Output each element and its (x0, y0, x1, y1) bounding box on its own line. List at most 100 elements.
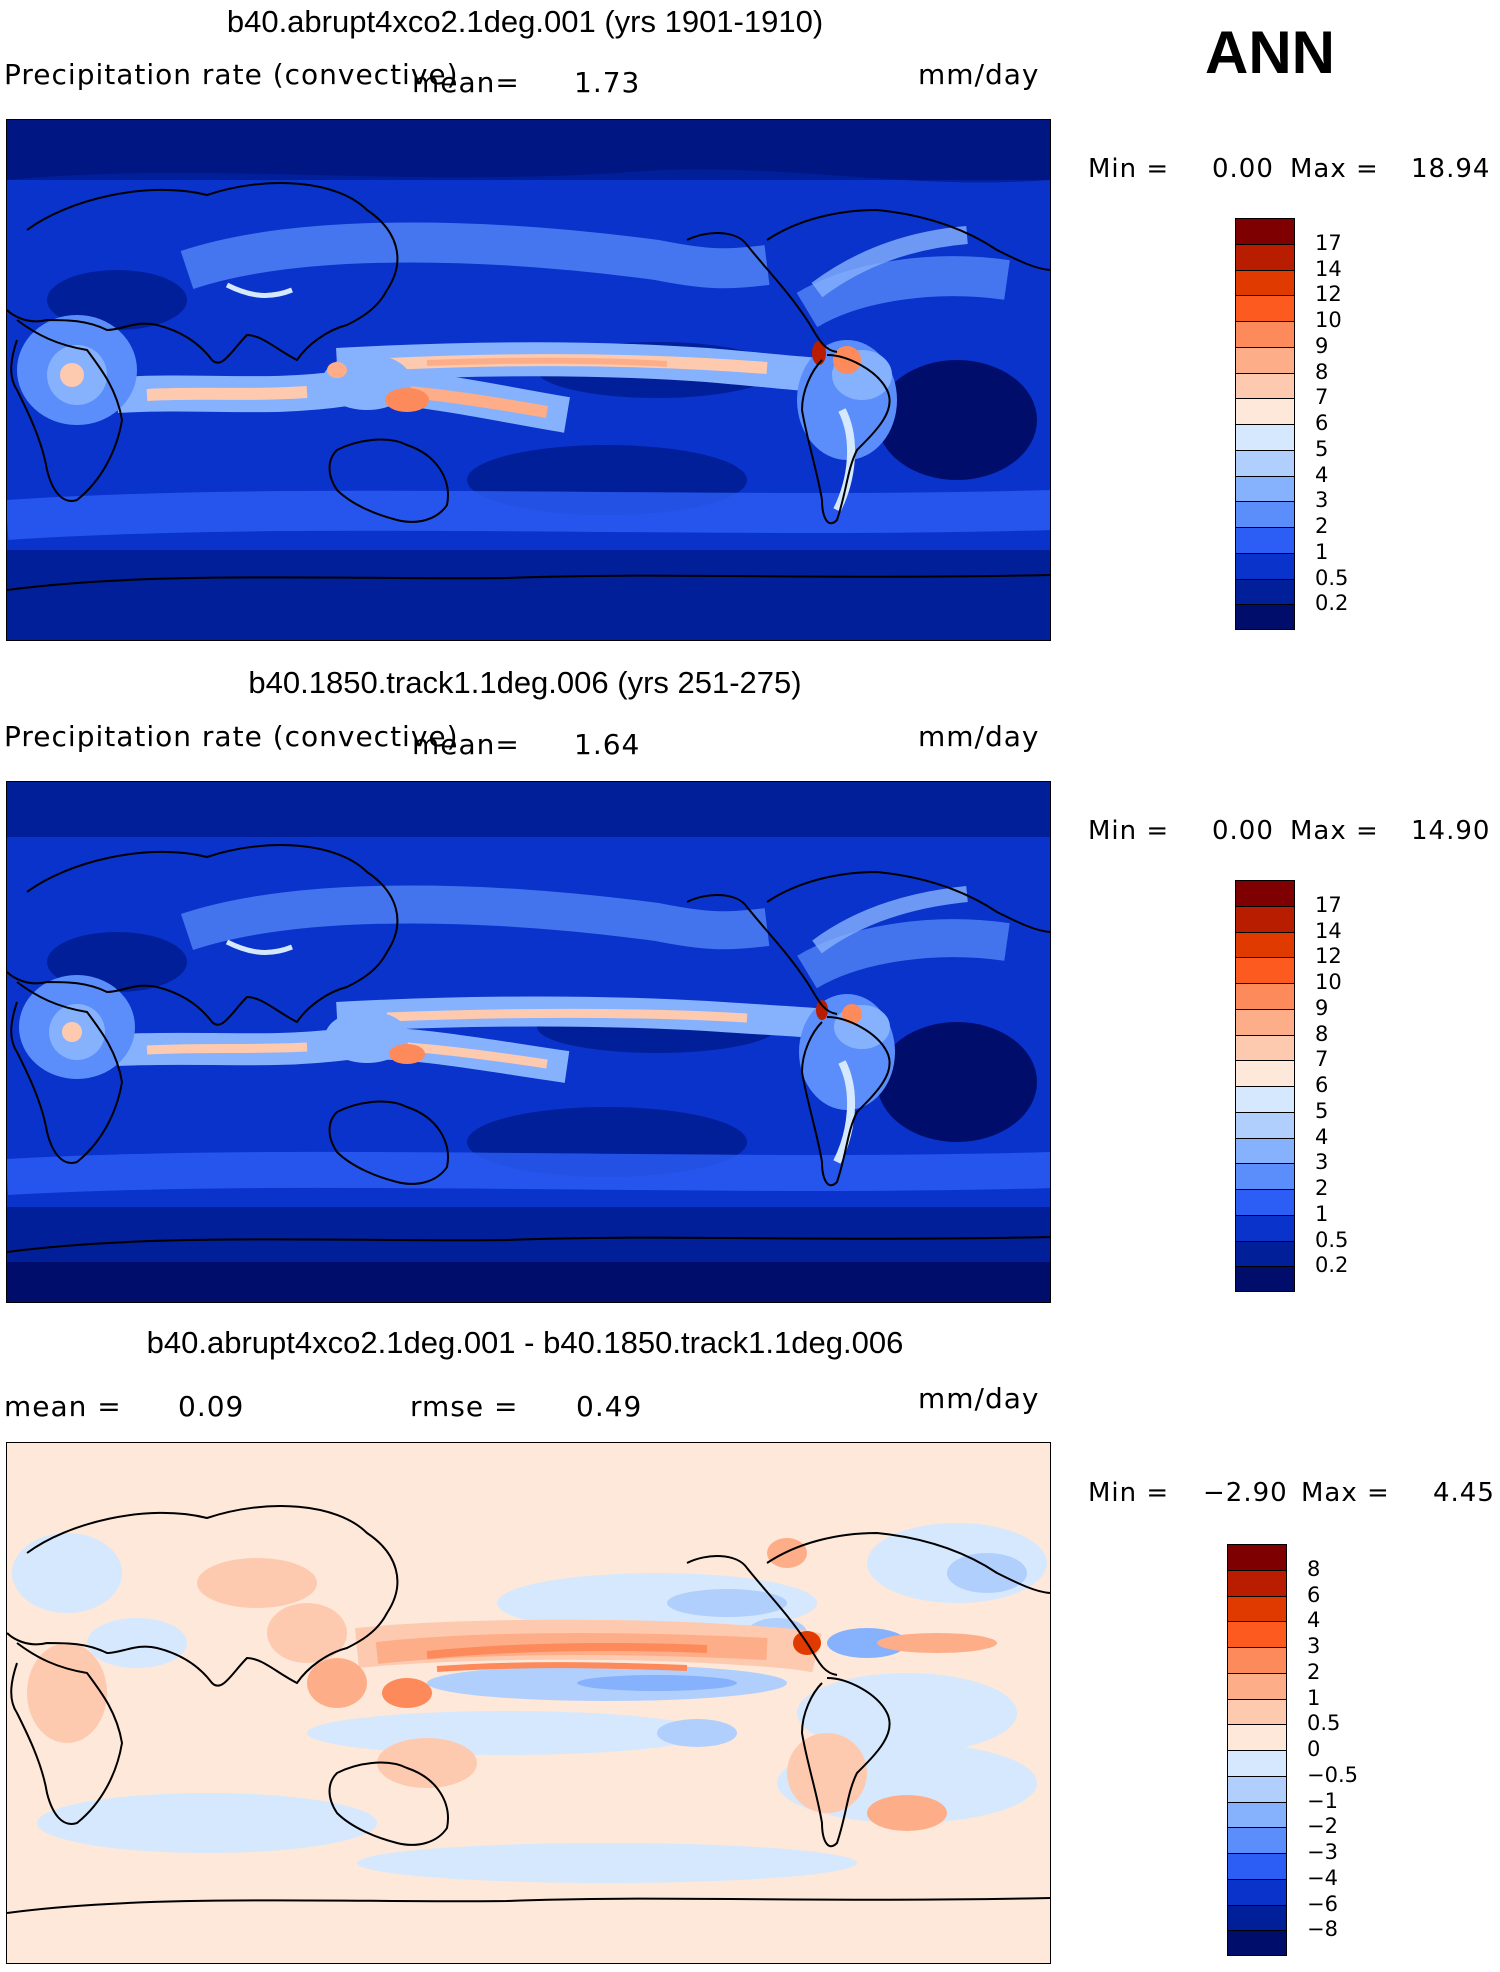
colorbar-label: 1 (1315, 539, 1329, 564)
colorbar-swatch (1235, 475, 1295, 502)
panel1-colorbar: 17 14 12 10 9 8 7 6 5 4 3 2 1 0.5 0.2 (1235, 218, 1348, 630)
colorbar-swatch (1227, 1672, 1287, 1699)
colorbar-label: 3 (1315, 488, 1329, 513)
colorbar-swatch (1235, 1111, 1295, 1138)
colorbar-label: 8 (1315, 359, 1329, 384)
colorbar-label: 0.5 (1307, 1711, 1341, 1736)
panel3-map (6, 1442, 1051, 1964)
panel1-map (6, 119, 1051, 641)
colorbar-label: 14 (1315, 918, 1342, 943)
colorbar-swatch (1235, 604, 1295, 630)
panel3-rmse-label: rmse = (410, 1390, 519, 1423)
colorbar-swatch (1227, 1801, 1287, 1828)
colorbar-swatch (1235, 905, 1295, 932)
colorbar-swatch (1235, 983, 1295, 1009)
colorbar-swatch (1227, 1878, 1287, 1905)
colorbar-swatch (1227, 1544, 1287, 1570)
colorbar-label: 1 (1307, 1685, 1321, 1710)
panel1-min-value: 0.00 (1212, 154, 1274, 184)
panel2-title: b40.1850.track1.1deg.006 (yrs 251-275) (248, 665, 802, 700)
colorbar-label: 0.5 (1315, 565, 1349, 590)
panel1-mean-value: 1.73 (574, 66, 641, 99)
panel3-mean-value: 0.09 (178, 1390, 245, 1423)
colorbar-label: −1 (1307, 1788, 1338, 1813)
panel3-min-value: −2.90 (1203, 1478, 1288, 1508)
colorbar-label: 3 (1315, 1150, 1329, 1175)
colorbar-swatch (1235, 1214, 1295, 1241)
panel1-variable: Precipitation rate (convective) (4, 58, 459, 91)
colorbar-swatch (1227, 1569, 1287, 1596)
panel1-mean-label: mean= (412, 66, 520, 99)
colorbar-swatch (1235, 1008, 1295, 1035)
colorbar-swatch (1235, 552, 1295, 579)
colorbar-swatch (1235, 1189, 1295, 1215)
colorbar-label: −6 (1307, 1891, 1338, 1916)
panel2-max-value: 14.90 (1411, 816, 1491, 846)
panel2-map (6, 781, 1051, 1303)
season-label: ANN (1205, 19, 1335, 86)
colorbar-swatch (1227, 1647, 1287, 1673)
colorbar-swatch (1227, 1904, 1287, 1931)
panel3-colorbar: 8 6 4 3 2 1 0.5 0 −0.5 −1 −2 −3 −4 −6 −8 (1227, 1544, 1358, 1956)
panel1-max-value: 18.94 (1411, 154, 1491, 184)
colorbar-label: 12 (1315, 282, 1342, 307)
colorbar-label: 8 (1307, 1556, 1321, 1581)
panel3-units: mm/day (918, 1382, 1040, 1415)
colorbar-label: 4 (1315, 462, 1329, 487)
colorbar-label: 17 (1315, 892, 1342, 917)
panel3-title: b40.abrupt4xco2.1deg.001 - b40.1850.trac… (146, 1325, 904, 1360)
colorbar-label: 3 (1307, 1634, 1321, 1658)
panel2-min-value: 0.00 (1212, 816, 1274, 846)
colorbar-swatch (1235, 449, 1295, 476)
colorbar-label: 8 (1315, 1021, 1329, 1046)
colorbar-swatch (1235, 424, 1295, 450)
colorbar-label: 7 (1315, 1047, 1329, 1072)
colorbar-label: 2 (1315, 514, 1329, 538)
panel2-max-label: Max = (1290, 816, 1379, 846)
colorbar-swatch (1235, 1060, 1295, 1086)
colorbar-swatch (1227, 1827, 1287, 1853)
colorbar-label: 2 (1315, 1176, 1329, 1200)
panel3-min-label: Min = (1088, 1478, 1170, 1508)
colorbar-swatch (1235, 295, 1295, 321)
panel2-mean-label: mean= (412, 728, 520, 761)
colorbar-label: 10 (1315, 970, 1342, 994)
colorbar-swatch (1235, 243, 1295, 270)
colorbar-swatch (1227, 1724, 1287, 1750)
panel3-field (7, 1443, 1050, 1963)
colorbar-label: 4 (1315, 1124, 1329, 1149)
colorbar-swatch (1227, 1621, 1287, 1647)
colorbar-swatch (1235, 269, 1295, 296)
colorbar-label: 6 (1307, 1582, 1321, 1607)
colorbar-label: 1 (1315, 1201, 1329, 1226)
panel2-variable: Precipitation rate (convective) (4, 720, 459, 753)
colorbar-label: 12 (1315, 944, 1342, 969)
colorbar-swatch (1235, 501, 1295, 527)
panel1-min-label: Min = (1088, 154, 1170, 184)
colorbar-swatch (1227, 1775, 1287, 1802)
colorbar-swatch (1227, 1853, 1287, 1879)
colorbar-label: 17 (1315, 230, 1342, 255)
colorbar-label: 10 (1315, 308, 1342, 332)
colorbar-swatch (1235, 1137, 1295, 1164)
colorbar-swatch (1235, 527, 1295, 553)
colorbar-swatch (1235, 398, 1295, 424)
colorbar-label: 5 (1315, 1098, 1329, 1123)
panel2-units: mm/day (918, 720, 1040, 753)
panel2-colorbar: 17 14 12 10 9 8 7 6 5 4 3 2 1 0.5 0.2 (1235, 880, 1348, 1292)
colorbar-label: 7 (1315, 385, 1329, 410)
panel3-max-label: Max = (1301, 1478, 1390, 1508)
colorbar-swatch (1235, 1240, 1295, 1267)
colorbar-label: 2 (1307, 1659, 1321, 1684)
colorbar-label: 0.5 (1315, 1227, 1349, 1252)
colorbar-label: 0.2 (1315, 591, 1349, 616)
colorbar-swatch (1235, 578, 1295, 605)
colorbar-swatch (1235, 1086, 1295, 1112)
colorbar-swatch (1227, 1750, 1287, 1776)
panel1-title: b40.abrupt4xco2.1deg.001 (yrs 1901-1910) (226, 4, 824, 39)
panel3-mean-label: mean = (4, 1390, 122, 1423)
colorbar-label: −8 (1307, 1917, 1338, 1942)
colorbar-label: 0 (1307, 1737, 1321, 1761)
panel1-field (7, 120, 1050, 640)
colorbar-swatch (1235, 1163, 1295, 1189)
